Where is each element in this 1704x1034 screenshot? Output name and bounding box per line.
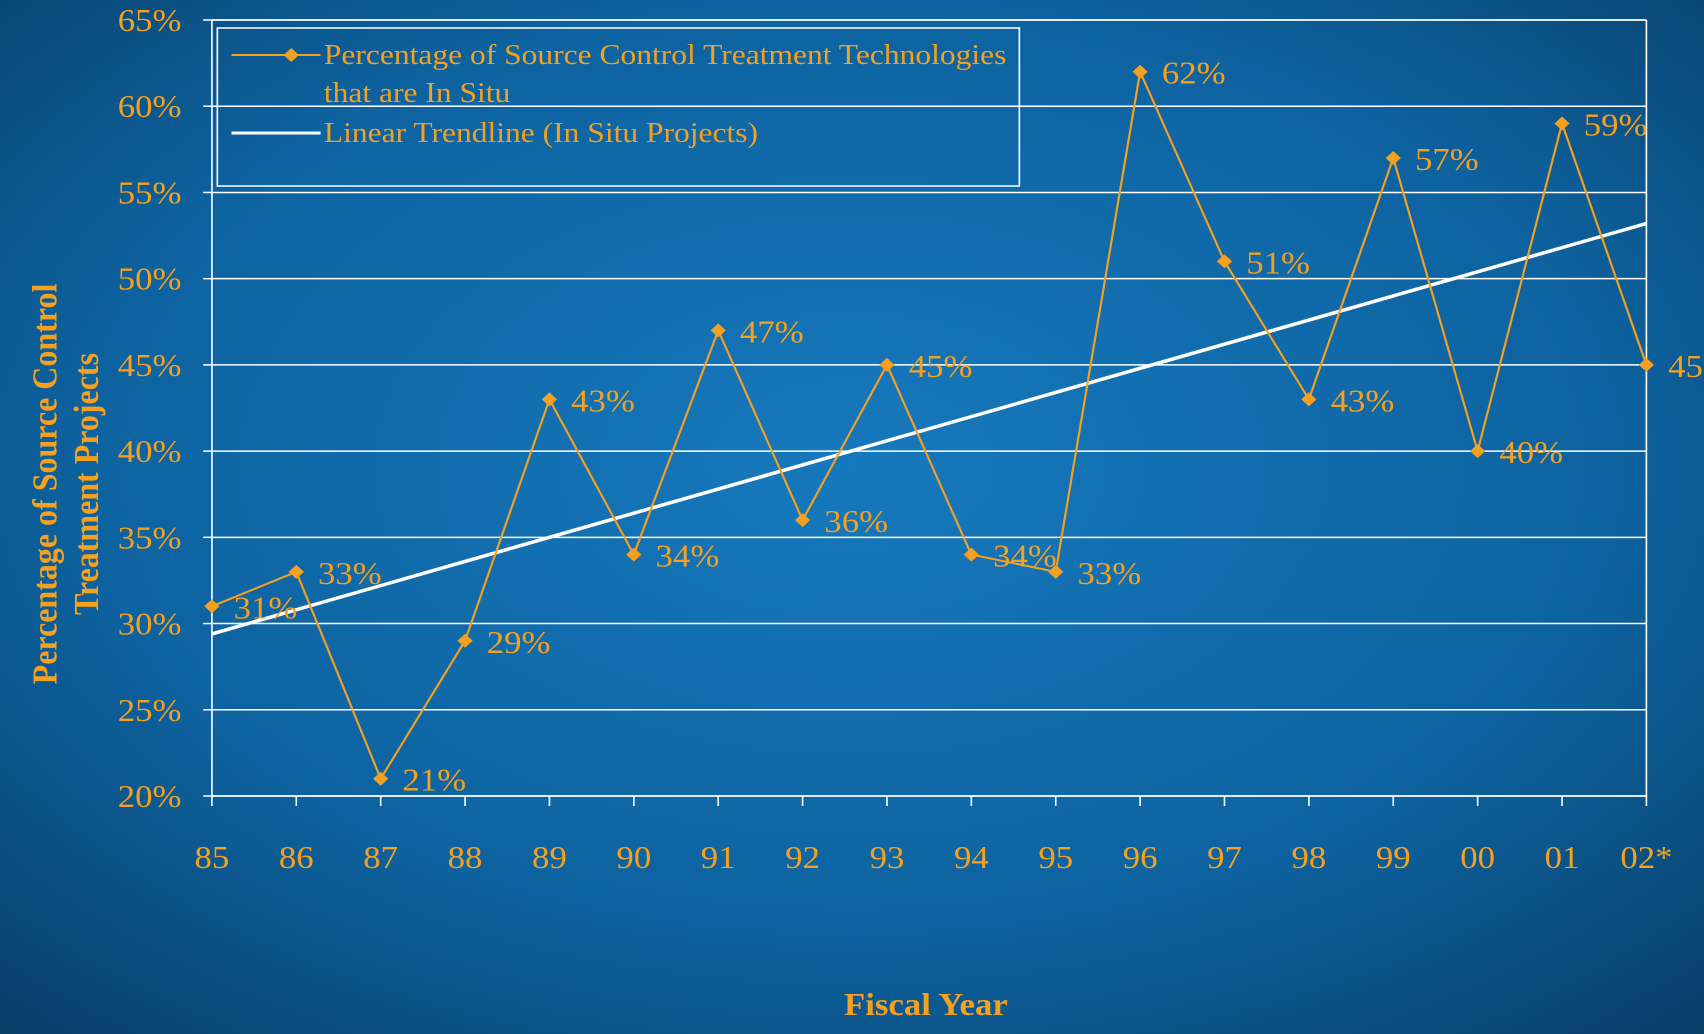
data-point (1048, 564, 1064, 579)
y-tick-label: 40% (118, 434, 182, 469)
data-label: 36% (824, 504, 888, 539)
legend-box (216, 27, 1021, 187)
x-tick-label: 97 (1207, 840, 1242, 875)
data-label: 33% (1077, 556, 1141, 591)
y-axis-title: Percentage of Source Control (26, 284, 65, 685)
y-tick-label: 35% (118, 521, 182, 556)
data-label: 51% (1246, 246, 1310, 281)
x-tick-label: 96 (1123, 840, 1158, 875)
x-tick-label: 02* (1620, 840, 1672, 875)
data-point (1301, 392, 1317, 407)
y-tick-label: 45% (118, 348, 182, 383)
data-label: 34% (656, 539, 720, 574)
data-line (211, 68, 1648, 782)
data-point (1385, 150, 1401, 165)
data-label: 45% (1668, 349, 1704, 384)
data-point (1216, 254, 1233, 269)
y-axis-title: Treatment Projects (68, 353, 107, 615)
data-point (710, 323, 726, 338)
y-tick-label: 50% (118, 262, 182, 297)
x-tick-label: 01 (1545, 840, 1580, 875)
trendline (211, 221, 1647, 636)
data-point (879, 357, 895, 372)
x-tick-label: 94 (954, 840, 989, 875)
data-point (1638, 357, 1655, 372)
data-point (626, 547, 642, 562)
x-tick-label: 98 (1291, 840, 1326, 875)
data-point (288, 564, 304, 579)
legend-swatch (283, 48, 299, 62)
data-point (541, 392, 558, 407)
data-label: 34% (993, 539, 1057, 574)
legend-label: Percentage of Source Control Treatment T… (323, 39, 1007, 109)
data-point (963, 547, 979, 562)
x-tick-label: 00 (1460, 840, 1495, 875)
y-tick-label: 65% (118, 3, 182, 38)
data-label: 45% (909, 349, 973, 384)
x-tick-label: 85 (195, 840, 230, 875)
marks: 31% 33% 21% 29% 43% 34% 47% 36% 45% 34% 33% 62% 51% 4… (204, 56, 1704, 798)
data-point (794, 513, 811, 528)
x-axis-title: Fiscal Year (844, 987, 1008, 1022)
data-point (1470, 444, 1486, 459)
y-tick-label: 55% (118, 176, 182, 211)
data-label: 33% (318, 556, 382, 591)
data-point (373, 771, 389, 786)
data-label: 43% (1331, 384, 1395, 419)
data-label: 57% (1415, 142, 1479, 177)
legend-label: Linear Trendline (In Situ Projects) (323, 117, 759, 149)
legend-entry: Percentage of Source Control Treatment T… (323, 39, 1007, 109)
y-tick-label: 25% (118, 693, 182, 728)
x-tick-label: 92 (785, 840, 820, 875)
data-label: 40% (1499, 435, 1563, 470)
y-tick-label: 60% (118, 89, 182, 124)
x-tick-label: 95 (1038, 840, 1073, 875)
data-label: 31% (234, 591, 298, 626)
data-label: 62% (1162, 56, 1226, 91)
data-label: 43% (571, 384, 635, 419)
data-point (1554, 116, 1570, 131)
x-tick-label: 99 (1376, 840, 1411, 875)
data-point (204, 599, 220, 614)
x-tick-label: 93 (870, 840, 905, 875)
x-tick-label: 89 (532, 840, 567, 875)
data-point (1132, 64, 1148, 79)
x-tick-label: 87 (363, 840, 398, 875)
data-label: 29% (487, 625, 551, 660)
grid: 20% 25% 30% 35% 40% 45% 50% 55% 60% 65% 85 86 87 88 89… (118, 3, 1673, 875)
data-point (457, 633, 473, 648)
x-tick-label: 86 (279, 840, 314, 875)
data-label: 47% (740, 315, 804, 350)
x-tick-label: 91 (701, 840, 736, 875)
data-label: 59% (1584, 108, 1648, 143)
x-tick-label: 88 (448, 840, 483, 875)
y-tick-label: 20% (118, 779, 182, 814)
y-tick-label: 30% (118, 607, 182, 642)
x-tick-label: 90 (616, 840, 651, 875)
legend: Percentage of Source Control Treatment T… (216, 27, 1021, 187)
legend-entry: Linear Trendline (In Situ Projects) (323, 117, 759, 149)
data-label: 21% (402, 763, 466, 798)
